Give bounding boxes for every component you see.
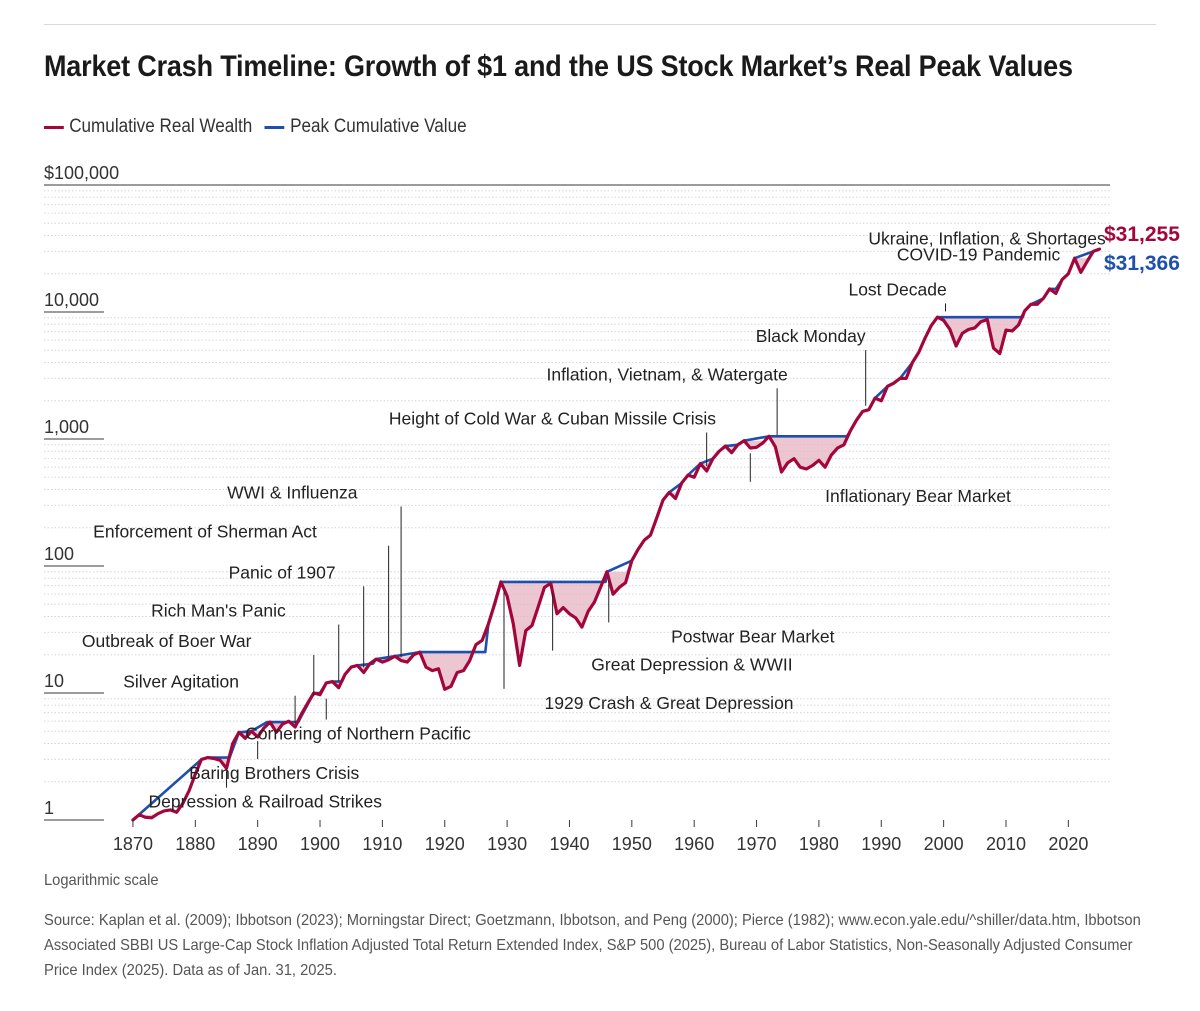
legend-item-peak-value: Peak Cumulative Value xyxy=(264,116,467,138)
series-line-real-wealth xyxy=(131,247,1102,822)
x-tick-label: 1940 xyxy=(549,834,589,854)
scale-note: Logarithmic scale xyxy=(44,872,159,889)
x-tick-label: 1870 xyxy=(113,834,153,854)
top-rule xyxy=(44,24,1156,25)
annotation-label: Height of Cold War & Cuban Missile Crisi… xyxy=(389,409,716,429)
legend-label-real-wealth: Cumulative Real Wealth xyxy=(69,116,253,137)
legend-swatch-real-wealth xyxy=(44,125,64,129)
chart-title: Market Crash Timeline: Growth of $1 and … xyxy=(44,50,1073,83)
annotation-label: Ukraine, Inflation, & Shortages xyxy=(868,229,1106,249)
x-tick-label: 2020 xyxy=(1048,834,1088,854)
x-tick-label: 2010 xyxy=(986,834,1026,854)
x-tick-label: 1980 xyxy=(799,834,839,854)
annotation-label: Silver Agitation xyxy=(123,672,239,692)
annotation-label: COVID-19 Pandemic xyxy=(897,244,1061,264)
axes: 1 10 100 1,000 10,000 $100,000 1870 1880 1890 190… xyxy=(44,163,1180,854)
x-tick-label: 1910 xyxy=(362,834,402,854)
x-tick-label: 1990 xyxy=(861,834,901,854)
annotation-label: Cornering of Northern Pacific xyxy=(245,724,471,744)
x-tick-label: 1920 xyxy=(425,834,465,854)
x-tick-label: 1900 xyxy=(300,834,340,854)
annotation-label: Black Monday xyxy=(756,326,866,346)
annotations: Depression & Railroad Strikes Baring Brot… xyxy=(82,229,1106,812)
annotation-label: Rich Man's Panic xyxy=(151,601,286,621)
annotation-label: Baring Brothers Crisis xyxy=(189,763,359,783)
x-tick-label: 1960 xyxy=(674,834,714,854)
x-tick-label: 2000 xyxy=(924,834,964,854)
end-label-real-wealth: $31,255 xyxy=(1104,223,1180,246)
annotation-label: Depression & Railroad Strikes xyxy=(149,792,383,812)
x-tick-label: 1930 xyxy=(487,834,527,854)
legend-label-peak-value: Peak Cumulative Value xyxy=(290,116,467,137)
end-label-peak-value: $31,366 xyxy=(1104,252,1180,275)
x-tick-label: 1950 xyxy=(612,834,652,854)
legend: Cumulative Real Wealth Peak Cumulative V… xyxy=(44,116,479,138)
annotation-label: Inflation, Vietnam, & Watergate xyxy=(546,364,787,384)
y-tick-label: 10 xyxy=(44,671,64,691)
legend-swatch-peak-value xyxy=(264,125,285,129)
annotation-label: Great Depression & WWII xyxy=(591,655,792,675)
annotation-label: Lost Decade xyxy=(848,279,946,299)
annotation-label: Outbreak of Boer War xyxy=(82,631,252,651)
series-lines xyxy=(131,247,1102,822)
y-tick-label: 1,000 xyxy=(44,417,89,437)
y-tick-label: 10,000 xyxy=(44,290,99,310)
y-tick-label: $100,000 xyxy=(44,163,119,183)
annotation-label: Postwar Bear Market xyxy=(671,626,835,646)
annotation-label: Panic of 1907 xyxy=(229,562,336,582)
x-tick-label: 1890 xyxy=(238,834,278,854)
y-tick-label: 1 xyxy=(44,798,54,818)
annotation-label: WWI & Influenza xyxy=(227,483,358,503)
annotation-label: Enforcement of Sherman Act xyxy=(93,522,317,542)
y-tick-label: 100 xyxy=(44,544,74,564)
x-tick-label: 1880 xyxy=(175,834,215,854)
annotation-label: 1929 Crash & Great Depression xyxy=(545,693,794,713)
source-note: Source: Kaplan et al. (2009); Ibbotson (… xyxy=(44,912,1141,979)
annotation-label: Inflationary Bear Market xyxy=(825,486,1011,506)
x-tick-label: 1970 xyxy=(737,834,777,854)
chart: Depression & Railroad Strikes Baring Brot… xyxy=(44,163,1180,854)
legend-item-real-wealth: Cumulative Real Wealth xyxy=(44,116,252,138)
